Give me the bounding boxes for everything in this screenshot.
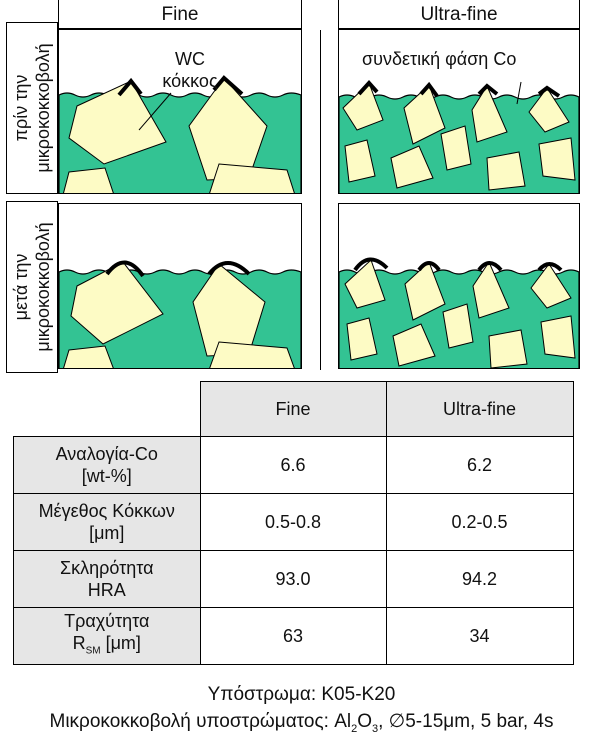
rsm-subscript: SM: [85, 645, 101, 657]
row-label-line1: Αναλογία-Co: [55, 444, 158, 464]
row-label-line1: Μέγεθος Κόκκων: [38, 501, 175, 521]
wc-label-line2: κόκκος: [162, 71, 218, 91]
side-label-after-line1: μετά την: [11, 253, 31, 321]
footer-blasting: Μικροκοκκοβολή υποστρώματος: Al2O3, ∅5-1…: [0, 710, 603, 735]
cell-roughness-ultra: 34: [385, 607, 574, 665]
cell-hardness-fine: 93.0: [199, 550, 387, 608]
footer-blasting-c: , ∅5-15μm, 5 bar, 4s: [378, 711, 554, 732]
side-label-before-line1: πρίν την: [11, 74, 31, 142]
row-label-hardness: Σκληρότητα HRA: [13, 550, 201, 608]
footer-blasting-a: Μικροκοκκοβολή υποστρώματος: Al: [49, 711, 352, 732]
panel-fine-after: [58, 203, 302, 369]
table-row: Σκληρότητα HRA 93.0 94.2: [13, 550, 574, 608]
table-header-ultra: Ultra-fine: [385, 381, 574, 437]
column-divider: [320, 30, 321, 370]
row-label-line2: HRA: [87, 580, 126, 600]
row-label-grain-size: Μέγεθος Κόκκων [μm]: [13, 493, 201, 551]
side-label-before: πρίν την μικροκοκκοβολή: [6, 22, 58, 194]
panel-fine-before: [58, 29, 302, 194]
cell-grain-fine: 0.5-0.8: [199, 493, 387, 551]
row-label-line2: RSM [μm]: [14, 632, 200, 663]
row-label-line2: [μm]: [89, 523, 125, 543]
header-ultra-fine: Ultra-fine: [338, 0, 580, 29]
side-label-before-line2: μικροκοκκοβολή: [33, 43, 53, 173]
table-row: Τραχύτητα RSM [μm] 63 34: [13, 607, 574, 665]
footer-sub-3: 3: [372, 722, 379, 735]
side-label-after-line2: μικροκοκκοβολή: [33, 222, 53, 352]
cell-grain-ultra: 0.2-0.5: [385, 493, 574, 551]
panel-ultra-before: [338, 29, 580, 194]
row-label-roughness: Τραχύτητα RSM [μm]: [13, 607, 201, 665]
row-label-line2: [wt-%]: [81, 466, 132, 486]
footer-blasting-b: O: [357, 711, 372, 732]
table-header-fine: Fine: [199, 381, 387, 437]
table-corner: [13, 381, 201, 437]
rsm-symbol: R: [72, 632, 86, 653]
cell-hardness-ultra: 94.2: [385, 550, 574, 608]
header-fine: Fine: [58, 0, 302, 29]
row-label-line1: Τραχύτητα: [64, 610, 150, 631]
cell-co-fine: 6.6: [199, 436, 387, 494]
table-header-row: Fine Ultra-fine: [13, 381, 574, 437]
row-label-co: Αναλογία-Co [wt-%]: [13, 436, 201, 494]
footer-sub-2: 2: [351, 722, 358, 735]
binder-phase-label: συνδετική φάση Co: [362, 49, 517, 69]
row-label-line1: Σκληρότητα: [59, 558, 154, 578]
footer-substrate: Υπόστρωμα: K05-K20: [207, 684, 396, 705]
wc-label-line1: WC: [175, 49, 205, 69]
table-row: Μέγεθος Κόκκων [μm] 0.5-0.8 0.2-0.5: [13, 493, 574, 551]
table-row: Αναλογία-Co [wt-%] 6.6 6.2: [13, 436, 574, 494]
properties-table: Fine Ultra-fine Αναλογία-Co [wt-%] 6.6 6…: [13, 381, 574, 665]
wc-grain-label: WC κόκκος: [140, 48, 240, 92]
rsm-unit: [μm]: [100, 632, 141, 653]
panel-ultra-after: [338, 203, 580, 369]
cell-co-ultra: 6.2: [385, 436, 574, 494]
side-label-after: μετά την μικροκοκκοβολή: [6, 201, 58, 373]
cell-roughness-fine: 63: [199, 607, 387, 665]
